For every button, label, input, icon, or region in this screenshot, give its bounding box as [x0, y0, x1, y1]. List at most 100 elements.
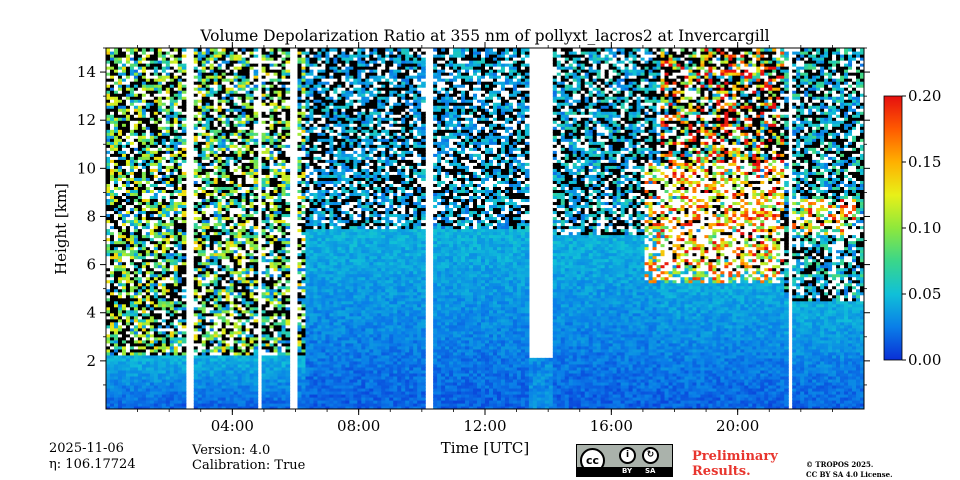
- heatmap-cell: [161, 99, 167, 103]
- heatmap-cell: [145, 177, 151, 181]
- heatmap-cell: [133, 159, 139, 163]
- heatmap-cell: [141, 243, 147, 248]
- heatmap-cell: [145, 219, 151, 224]
- heatmap-cell: [145, 150, 151, 154]
- heatmap-cell: [137, 327, 143, 332]
- heatmap-cell: [125, 384, 131, 389]
- heatmap-cell: [145, 99, 151, 103]
- heatmap-cell: [106, 342, 111, 347]
- heatmap-cell: [137, 252, 143, 257]
- heatmap-cell: [109, 345, 115, 350]
- heatmap-cell: [157, 102, 163, 106]
- heatmap-cell: [121, 90, 127, 94]
- heatmap-cell: [129, 324, 135, 329]
- heatmap-cell: [141, 57, 147, 61]
- heatmap-cell: [145, 162, 151, 166]
- heatmap-cell: [149, 216, 155, 221]
- heatmap-cell: [153, 384, 159, 389]
- heatmap-cell: [141, 132, 147, 136]
- heatmap-cell: [149, 357, 155, 362]
- heatmap-cell: [149, 129, 155, 133]
- heatmap-cell: [109, 258, 115, 263]
- heatmap-cell: [145, 225, 151, 230]
- heatmap-cell: [113, 294, 119, 299]
- heatmap-cell: [125, 81, 131, 85]
- heatmap-cell: [149, 114, 155, 118]
- heatmap-cell: [145, 351, 151, 356]
- heatmap-cell: [129, 300, 135, 305]
- heatmap-cell: [153, 210, 159, 215]
- heatmap-cell: [149, 84, 155, 88]
- heatmap-cell: [129, 102, 135, 106]
- heatmap-cell: [157, 66, 163, 70]
- heatmap-cell: [109, 390, 115, 395]
- heatmap-cell: [161, 279, 167, 284]
- heatmap-cell: [129, 312, 135, 317]
- heatmap-cell: [109, 402, 115, 407]
- heatmap-cell: [133, 372, 139, 377]
- heatmap-cell: [113, 393, 119, 398]
- heatmap-cell: [161, 234, 167, 239]
- heatmap-cell: [106, 291, 111, 296]
- heatmap-cell: [109, 216, 115, 221]
- heatmap-cell: [161, 372, 167, 377]
- heatmap-cell: [149, 309, 155, 314]
- heatmap-cell: [117, 225, 123, 230]
- heatmap-cell: [161, 399, 167, 404]
- heatmap-cell: [133, 177, 139, 181]
- heatmap-cell: [141, 204, 147, 209]
- heatmap-cell: [141, 405, 147, 409]
- heatmap-cell: [153, 399, 159, 404]
- heatmap-cell: [121, 336, 127, 341]
- heatmap-cell: [113, 159, 119, 163]
- heatmap-cell: [133, 324, 139, 329]
- heatmap-cell: [109, 285, 115, 290]
- heatmap-cell: [129, 177, 135, 181]
- heatmap-cell: [121, 369, 127, 374]
- heatmap-cell: [113, 174, 119, 178]
- heatmap-cell: [133, 99, 139, 103]
- heatmap-cell: [125, 342, 131, 347]
- heatmap-cell: [145, 297, 151, 302]
- heatmap-cell: [157, 363, 163, 368]
- heatmap-cell: [133, 246, 139, 251]
- heatmap-cell: [117, 201, 123, 206]
- heatmap-cell: [121, 63, 127, 67]
- heatmap-cell: [157, 393, 163, 398]
- heatmap-cell: [121, 198, 127, 203]
- heatmap-cell: [106, 369, 111, 374]
- heatmap-cell: [113, 303, 119, 308]
- heatmap-cell: [117, 102, 123, 106]
- heatmap-cell: [157, 75, 163, 79]
- heatmap-cell: [121, 246, 127, 251]
- heatmap-cell: [153, 231, 159, 236]
- heatmap-cell: [129, 315, 135, 320]
- heatmap-cell: [141, 369, 147, 374]
- heatmap-cell: [153, 378, 159, 383]
- heatmap-cell: [165, 333, 171, 338]
- heatmap-cell: [121, 51, 127, 55]
- heatmap-cell: [117, 372, 123, 377]
- heatmap-cell: [141, 129, 147, 133]
- heatmap-cell: [161, 339, 167, 344]
- heatmap-cell: [109, 369, 115, 374]
- heatmap-cell: [145, 300, 151, 305]
- heatmap-cell: [157, 225, 163, 230]
- heatmap-cell: [133, 108, 139, 112]
- heatmap-cell: [137, 48, 143, 52]
- heatmap-cell: [161, 177, 167, 181]
- heatmap-cell: [153, 168, 159, 172]
- heatmap-cell: [145, 246, 151, 251]
- heatmap-cell: [125, 324, 131, 329]
- heatmap-cell: [133, 255, 139, 260]
- heatmap-cell: [137, 309, 143, 314]
- heatmap-cell: [161, 123, 167, 127]
- heatmap-cell: [145, 342, 151, 347]
- heatmap-cell: [106, 285, 111, 290]
- heatmap-cell: [153, 135, 159, 139]
- heatmap-cell: [125, 375, 131, 380]
- heatmap-cell: [109, 315, 115, 320]
- heatmap-cell: [153, 237, 159, 242]
- heatmap-cell: [106, 363, 111, 368]
- heatmap-cell: [149, 198, 155, 203]
